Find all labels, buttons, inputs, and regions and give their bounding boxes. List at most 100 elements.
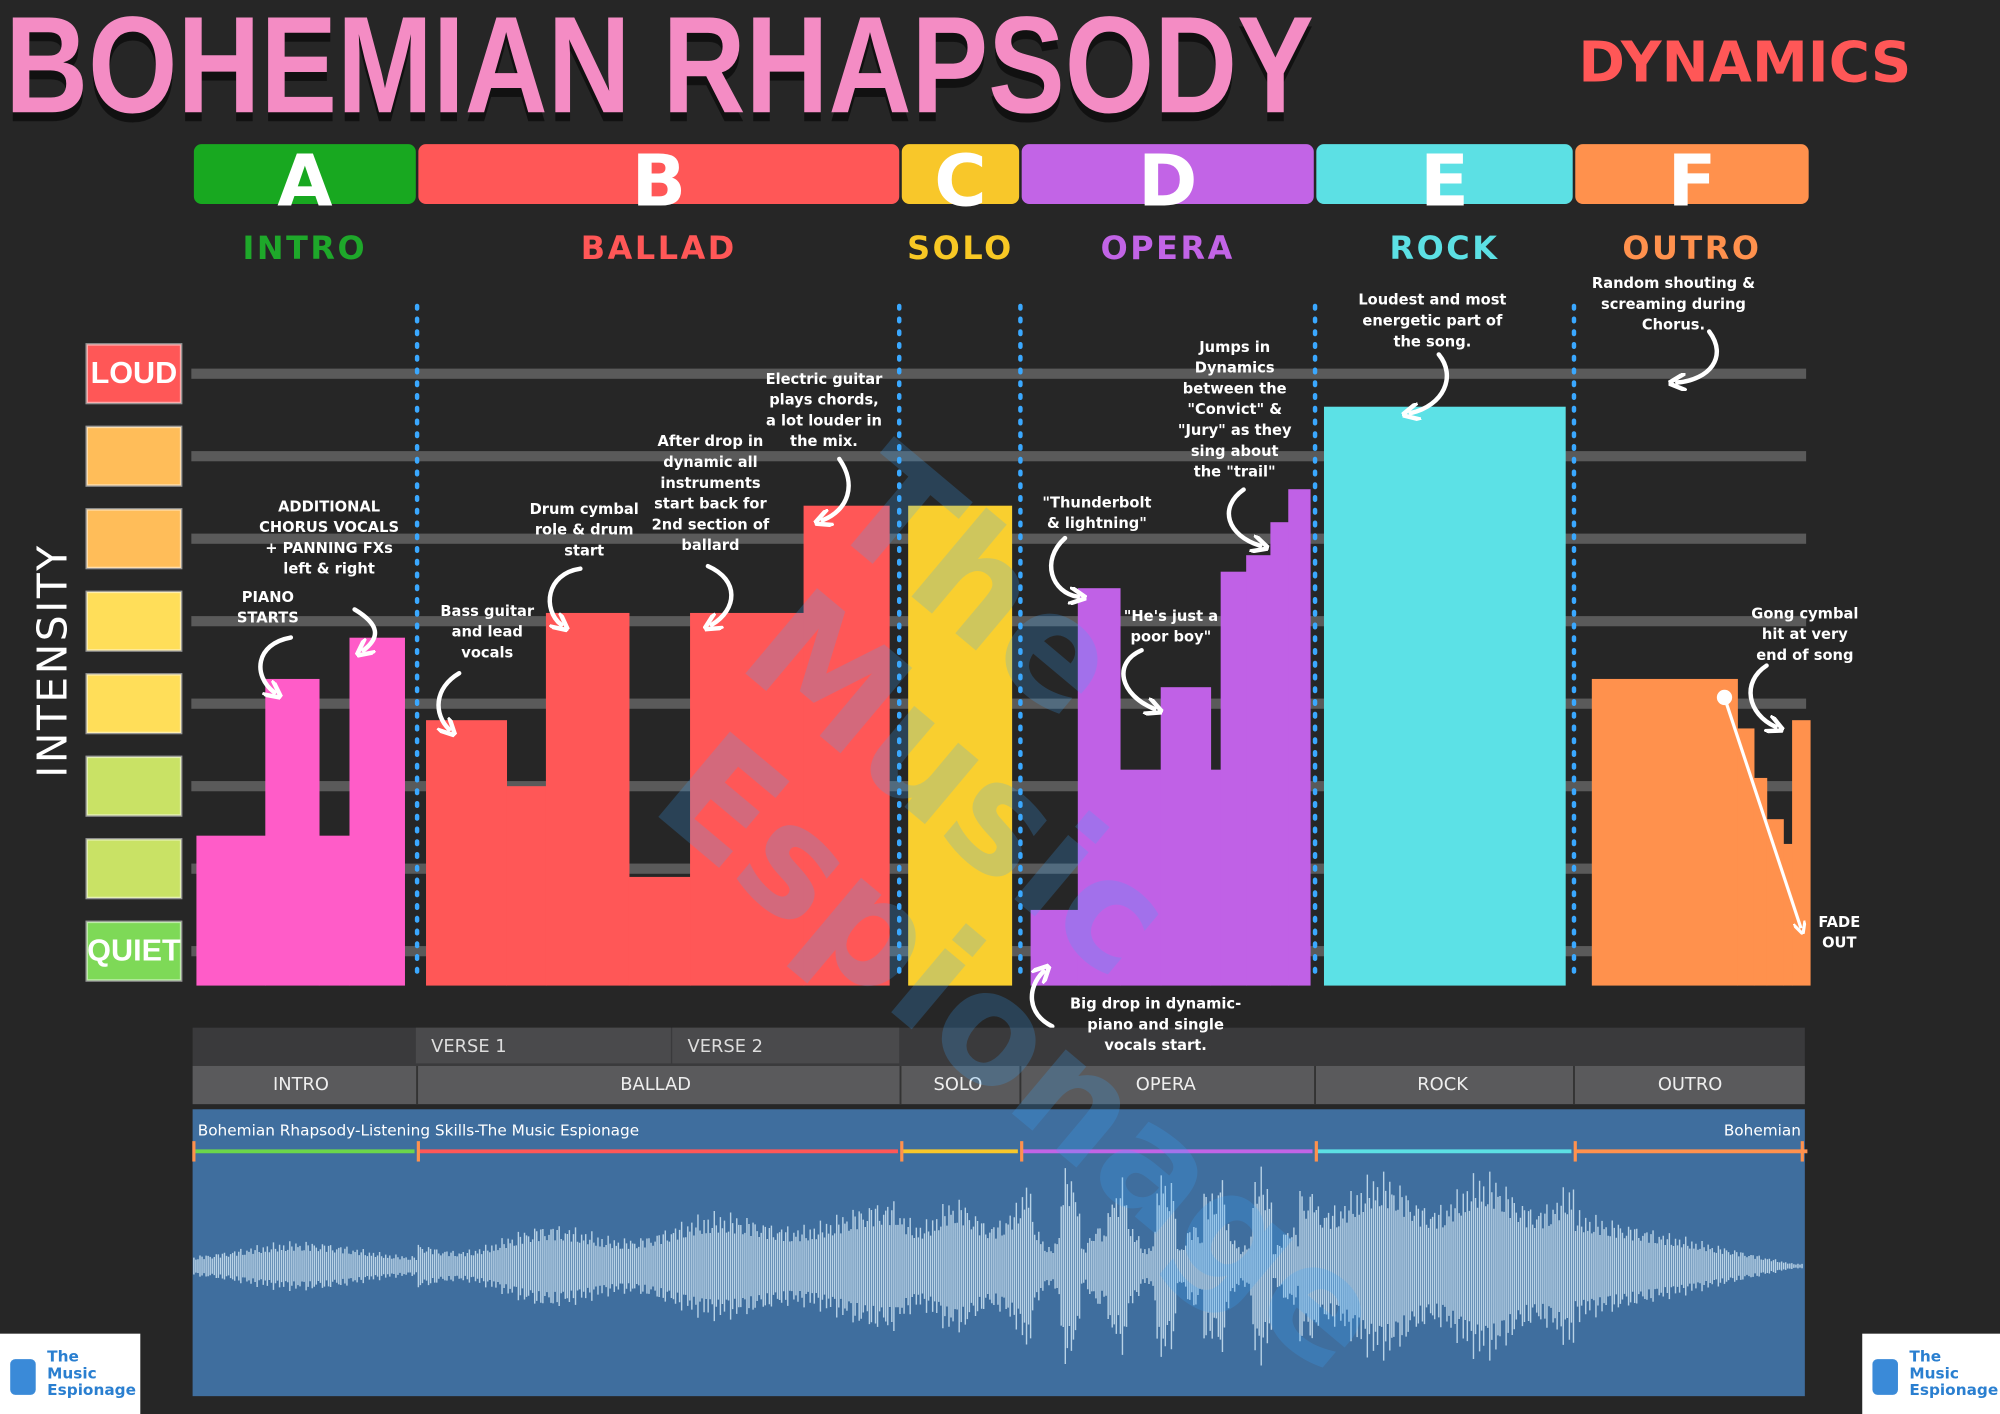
- annotation: sing about: [1191, 443, 1279, 460]
- section-row: [192, 1065, 1805, 1105]
- section-header: [193, 144, 416, 205]
- intensity-bar: [690, 612, 805, 986]
- intensity-bar: [1783, 843, 1793, 986]
- annotation: CHORUS VOCALS: [259, 519, 399, 536]
- arrow: [1226, 487, 1260, 546]
- level-label: LOUD: [91, 356, 178, 390]
- timeline-section: OUTRO: [1658, 1074, 1722, 1095]
- intensity-bar: [1323, 406, 1566, 986]
- fade-dot: [1716, 689, 1733, 706]
- annotation: left & right: [283, 561, 375, 578]
- timeline-section: OPERA: [1136, 1074, 1197, 1095]
- annotation: Big drop in dynamic-: [1070, 996, 1241, 1013]
- logo-text: The: [1909, 1348, 1941, 1366]
- intensity-bar: [1792, 720, 1811, 986]
- annotation: "He's just a: [1124, 608, 1218, 625]
- level-box: [85, 920, 183, 982]
- section-letter: B: [632, 139, 686, 222]
- annotation: between the: [1183, 380, 1287, 397]
- intensity-bar: [628, 876, 691, 986]
- logo-text: Espionage: [47, 1381, 136, 1399]
- intensity-bar: [1077, 588, 1121, 986]
- section-header: [901, 144, 1020, 205]
- annotation: After drop in: [658, 433, 764, 450]
- level-box: [85, 673, 183, 735]
- logo-icon: [1872, 1359, 1898, 1395]
- annotation: PIANO: [242, 589, 294, 606]
- verse-region: [415, 1027, 671, 1064]
- annotation: "Jury" as they: [1178, 422, 1292, 439]
- annotation: role & drum: [535, 522, 634, 539]
- intensity-bar: [196, 835, 266, 986]
- subtitle: DYNAMICS: [1578, 31, 1911, 96]
- level-gridline: [191, 451, 1807, 462]
- annotation: Drum cymbal: [530, 501, 639, 518]
- annotation: piano and single: [1087, 1016, 1224, 1033]
- annotation: dynamic all: [663, 454, 757, 471]
- annotation: poor boy": [1131, 629, 1212, 646]
- level-box: [85, 755, 183, 817]
- arrow: [708, 563, 734, 625]
- timeline-section: INTRO: [273, 1074, 329, 1095]
- annotation: start: [564, 542, 604, 559]
- annotation: Electric guitar: [766, 371, 884, 388]
- annotation: Chorus.: [1642, 317, 1705, 334]
- section-name: SOLO: [907, 229, 1014, 267]
- annotation: the song.: [1393, 333, 1471, 350]
- section-letter: F: [1668, 139, 1717, 222]
- intensity-bar: [1160, 687, 1212, 986]
- annotation: energetic part of: [1362, 313, 1503, 330]
- axis-label: INTENSITY: [28, 543, 76, 777]
- annotation: + PANNING FXs: [265, 540, 393, 557]
- annotation: Bass guitar: [440, 603, 534, 620]
- section-letter: E: [1420, 139, 1469, 222]
- intensity-bar: [1220, 571, 1247, 986]
- annotation: vocals: [461, 644, 513, 661]
- annotation: the "trail": [1194, 464, 1276, 481]
- intensity-bar: [506, 786, 547, 986]
- section-header: [1021, 144, 1314, 205]
- track-name-short: Bohemian: [1724, 1121, 1801, 1139]
- intensity-bar: [1737, 728, 1755, 986]
- section-letter: D: [1138, 139, 1197, 222]
- level-gridline: [191, 368, 1807, 379]
- level-box: [85, 343, 183, 405]
- verse-label: VERSE 2: [688, 1036, 764, 1057]
- intensity-bar: [1766, 819, 1784, 986]
- intensity-bar: [318, 835, 351, 986]
- level-box: [85, 838, 183, 900]
- annotation: start back for: [654, 496, 767, 513]
- section-name: OUTRO: [1622, 229, 1761, 267]
- section-header: [418, 144, 900, 205]
- annotation: Dynamics: [1195, 360, 1275, 377]
- fade-line: [1722, 696, 1801, 928]
- annotation: screaming during: [1601, 296, 1746, 313]
- level-label: QUIET: [87, 934, 181, 968]
- intensity-bar: [908, 505, 1013, 986]
- intensity-bar: [1119, 769, 1162, 986]
- annotation: Gong cymbal: [1751, 605, 1858, 622]
- section-name: ROCK: [1390, 229, 1500, 267]
- section-header: [1316, 144, 1573, 205]
- arrow: [547, 566, 583, 625]
- annotation: STARTS: [237, 610, 299, 627]
- annotation: ADDITIONAL: [278, 498, 380, 515]
- intensity-bar: [803, 505, 890, 986]
- section-name: OPERA: [1101, 229, 1235, 267]
- arrow: [1677, 329, 1719, 383]
- section-header: [1575, 144, 1809, 205]
- intensity-bar: [1270, 522, 1289, 986]
- annotation: Loudest and most: [1358, 292, 1506, 309]
- annotation: hit at very: [1762, 626, 1848, 643]
- arrow: [1121, 648, 1154, 709]
- annotation: plays chords,: [769, 392, 879, 409]
- arrow: [1048, 535, 1078, 597]
- arrow: [1029, 972, 1055, 1029]
- title: BOHEMIAN RHAPSODY: [5, 0, 1314, 142]
- annotation: OUT: [1822, 935, 1856, 952]
- annotation: "Thunderbolt: [1042, 494, 1151, 511]
- timeline-section: SOLO: [934, 1074, 983, 1095]
- intensity-bar: [265, 678, 320, 986]
- arrow: [1411, 352, 1450, 413]
- annotation: instruments: [660, 475, 761, 492]
